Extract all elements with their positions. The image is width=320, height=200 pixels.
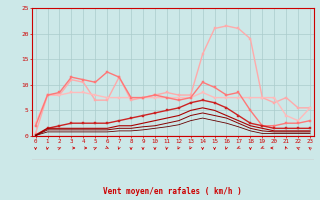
Text: Vent moyen/en rafales ( km/h ): Vent moyen/en rafales ( km/h ) <box>103 187 242 196</box>
